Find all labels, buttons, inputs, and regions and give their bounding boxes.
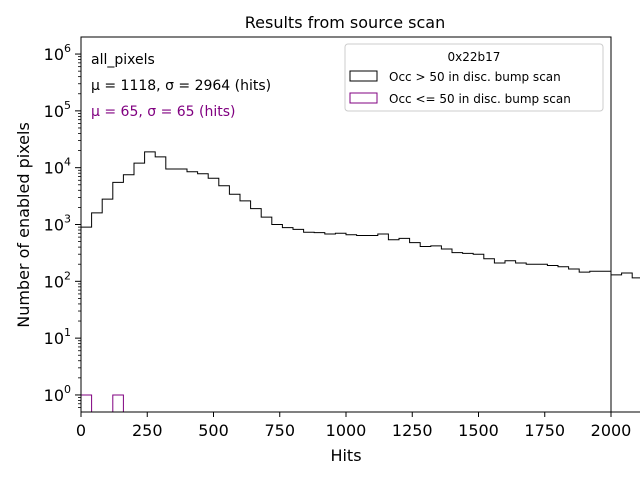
y-tick-label: 103 xyxy=(44,213,71,235)
x-tick-label: 1000 xyxy=(326,421,367,440)
annotation-stats-main: μ = 1118, σ = 2964 (hits) xyxy=(91,78,271,94)
x-tick-label: 250 xyxy=(132,421,163,440)
annotation-stats-low: μ = 65, σ = 65 (hits) xyxy=(91,104,236,120)
y-axis-label: Number of enabled pixels xyxy=(14,122,33,328)
x-axis-label: Hits xyxy=(330,446,361,465)
legend-box xyxy=(344,43,604,112)
legend-title: 0x22b17 xyxy=(448,50,501,64)
x-tick-label: 1500 xyxy=(458,421,499,440)
y-tick-label: 101 xyxy=(44,326,71,348)
histogram-series-0 xyxy=(80,151,640,413)
legend-label-occ-high: Occ > 50 in disc. bump scan xyxy=(389,70,561,84)
legend-swatch-occ-high xyxy=(349,70,378,82)
x-axis: 0 250 500 750 1000 1250 1500 1750 2000 xyxy=(76,412,631,440)
y-tick-label: 104 xyxy=(44,156,71,178)
plot-area xyxy=(80,151,640,413)
x-tick-label: 1250 xyxy=(392,421,433,440)
x-tick-label: 2000 xyxy=(591,421,632,440)
x-tick-label: 500 xyxy=(198,421,229,440)
y-axis: 100 101 102 103 104 105 106 xyxy=(44,42,81,408)
histogram-series-1 xyxy=(80,394,124,413)
x-tick-label: 1750 xyxy=(524,421,565,440)
legend-swatch-occ-low xyxy=(349,92,378,104)
annotation-dataset: all_pixels xyxy=(91,52,155,68)
x-tick-label: 0 xyxy=(76,421,86,440)
x-tick-label: 750 xyxy=(264,421,295,440)
y-tick-label: 100 xyxy=(44,383,71,405)
y-tick-label: 106 xyxy=(44,42,71,64)
y-tick-label: 105 xyxy=(44,99,71,121)
y-tick-label: 102 xyxy=(44,269,71,291)
legend: 0x22b17 Occ > 50 in disc. bump scan Occ … xyxy=(344,43,604,112)
chart-title: Results from source scan xyxy=(245,13,445,32)
legend-label-occ-low: Occ <= 50 in disc. bump scan xyxy=(389,92,571,106)
